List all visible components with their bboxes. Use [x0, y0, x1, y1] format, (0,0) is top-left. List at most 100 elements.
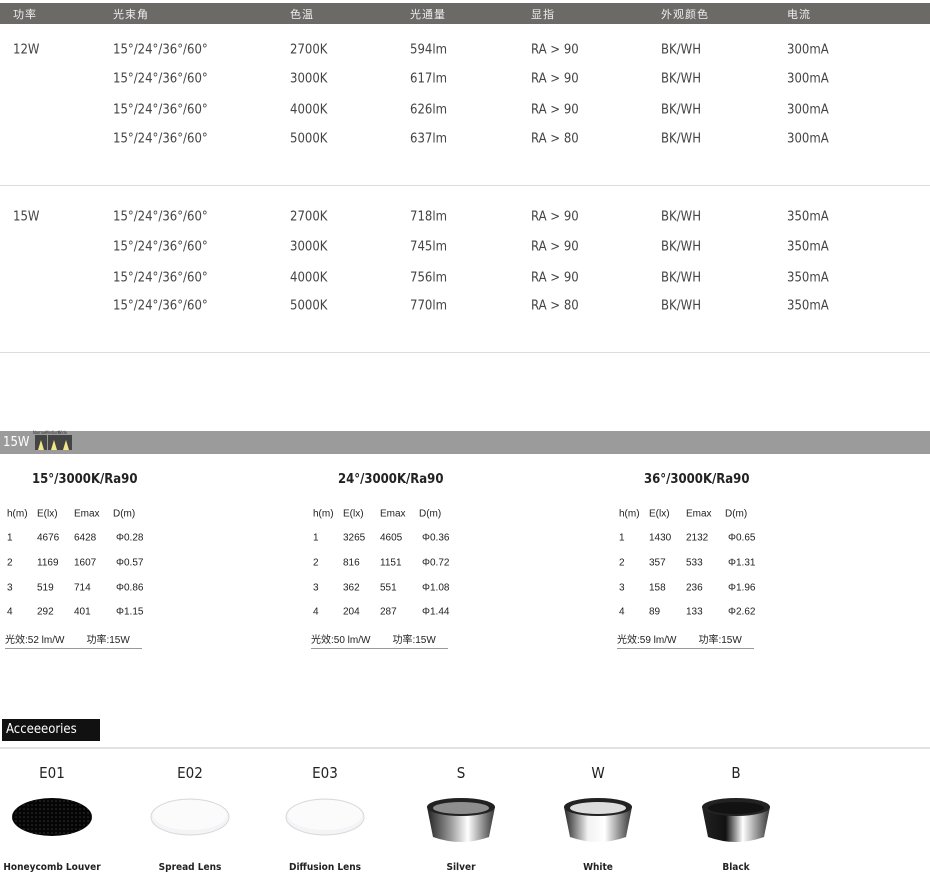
table-cell: 2700K: [290, 42, 328, 58]
table-cell: BK/WH: [661, 298, 701, 314]
spec-table-header: 功率 光束角 色温 光通量 显指 外观颜色 电流: [0, 3, 930, 24]
table-cell: 1430: [649, 532, 672, 544]
table-cell: 617lm: [410, 71, 447, 87]
column-header: 功率: [13, 8, 37, 21]
table-cell: 626lm: [410, 102, 447, 118]
table-cell: 236: [686, 582, 703, 594]
table-cell: 15°/24°/36°/60°: [113, 239, 208, 255]
table-cell: 357: [649, 557, 666, 569]
power: 功率:15W: [392, 635, 436, 646]
column-header: D(m): [113, 508, 136, 520]
table-cell: 3: [7, 582, 13, 594]
table-cell: 350mA: [787, 209, 829, 225]
block-footer: 光效:50 lm/W 功率:15W: [311, 631, 448, 649]
reflector-icon: [556, 795, 640, 849]
divider: [0, 747, 930, 749]
divider: [0, 352, 930, 353]
column-header: Emax: [74, 508, 100, 520]
photometric-block: 36°/3000K/Ra90 h(m) E(lx) Emax D(m) 1 1430 2132…: [612, 465, 918, 655]
table-cell: 15°/24°/36°/60°: [113, 270, 208, 286]
beam-label: Medium: [45, 430, 60, 435]
beam-wide-icon: Wide: [58, 430, 72, 450]
table-cell: 6428: [74, 532, 97, 544]
table-cell: 745lm: [410, 239, 447, 255]
column-header: 光束角: [113, 8, 149, 21]
reflector-icon: [419, 795, 503, 849]
table-cell: Φ2.62: [728, 606, 756, 618]
table-cell: Φ1.08: [422, 582, 450, 594]
table-cell: 533: [686, 557, 703, 569]
accessory-code: E03: [312, 764, 338, 782]
column-header: h(m): [313, 508, 334, 520]
efficacy: 光效:52 lm/W: [5, 635, 65, 646]
table-cell: 4000K: [290, 270, 328, 286]
beam-medium-icon: Medium: [46, 430, 60, 450]
photometric-section-bar: 15W Narrow Medium Wide: [0, 430, 930, 454]
accessory-label: Silver: [446, 862, 476, 873]
table-cell: BK/WH: [661, 131, 701, 147]
table-cell: 1: [313, 532, 319, 544]
photometric-block: 15°/3000K/Ra90 h(m) E(lx) Emax D(m) 1 4676 6428…: [0, 465, 306, 655]
table-cell: 4: [7, 606, 13, 618]
table-cell: 594lm: [410, 42, 447, 58]
column-header: 显指: [531, 8, 555, 21]
table-cell: 2132: [686, 532, 709, 544]
divider: [0, 185, 930, 186]
table-cell: 551: [380, 582, 397, 594]
table-cell: BK/WH: [661, 209, 701, 225]
column-header: D(m): [725, 508, 748, 520]
table-cell: 2: [619, 557, 625, 569]
table-cell: 4605: [380, 532, 403, 544]
table-cell: 1151: [380, 557, 402, 569]
column-header: h(m): [619, 508, 640, 520]
column-header: h(m): [7, 508, 28, 520]
column-header: 外观颜色: [661, 8, 709, 21]
accessory-label: Black: [722, 862, 750, 873]
lens-icon: [283, 795, 367, 843]
table-cell: 15°/24°/36°/60°: [113, 102, 208, 118]
table-cell: 1607: [74, 557, 97, 569]
block-title: 15°/3000K/Ra90: [32, 472, 138, 487]
accessory-code: W: [591, 764, 605, 782]
column-header: Emax: [380, 508, 406, 520]
table-cell: BK/WH: [661, 239, 701, 255]
table-cell: Φ0.65: [728, 532, 756, 544]
accessory-code: B: [731, 764, 741, 782]
table-cell: RA > 90: [531, 239, 579, 255]
power: 功率:15W: [86, 635, 130, 646]
table-cell: RA > 80: [531, 298, 579, 314]
table-cell: Φ1.44: [422, 606, 450, 618]
efficacy: 光效:59 lm/W: [617, 635, 677, 646]
block-footer: 光效:59 lm/W 功率:15W: [617, 631, 754, 649]
table-cell: 292: [37, 606, 54, 618]
table-cell: 401: [74, 606, 91, 618]
table-cell: 4000K: [290, 102, 328, 118]
power: 功率:15W: [698, 635, 742, 646]
table-cell: RA > 90: [531, 209, 579, 225]
table-cell: 350mA: [787, 270, 829, 286]
photometric-block: 24°/3000K/Ra90 h(m) E(lx) Emax D(m) 1 3265 4605…: [306, 465, 612, 655]
table-cell: 15°/24°/36°/60°: [113, 131, 208, 147]
table-cell: RA > 90: [531, 270, 579, 286]
accessory-code: E02: [177, 764, 203, 782]
table-cell: 3000K: [290, 71, 328, 87]
column-header: Emax: [686, 508, 712, 520]
table-cell: 3000K: [290, 239, 328, 255]
table-cell: Φ0.72: [422, 557, 450, 569]
table-cell: 1: [619, 532, 625, 544]
efficacy: 光效:50 lm/W: [311, 635, 371, 646]
table-cell: 714: [74, 582, 91, 594]
table-cell: 89: [649, 606, 661, 618]
table-cell: 300mA: [787, 102, 829, 118]
power-label: 15W: [3, 435, 30, 450]
column-header: 电流: [787, 8, 811, 21]
column-header: E(lx): [649, 508, 670, 520]
table-cell: RA > 80: [531, 131, 579, 147]
table-cell: 756lm: [410, 270, 447, 286]
table-cell: Φ1.96: [728, 582, 756, 594]
table-cell: RA > 90: [531, 102, 579, 118]
accessory-label: Spread Lens: [158, 862, 222, 873]
table-cell: 2: [313, 557, 319, 569]
block-footer: 光效:52 lm/W 功率:15W: [5, 631, 142, 649]
table-cell: 15°/24°/36°/60°: [113, 298, 208, 314]
